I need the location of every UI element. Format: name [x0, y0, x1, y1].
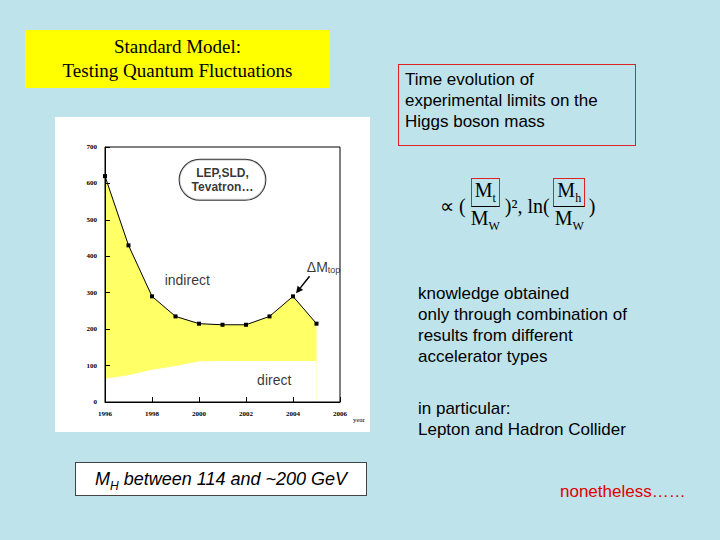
html-text:accelerator types: accelerator types: [418, 347, 548, 366]
svg-text:ΔM: ΔM: [307, 259, 328, 275]
svg-text:year: year: [353, 416, 366, 424]
svg-text:700: 700: [87, 143, 98, 151]
svg-text:direct: direct: [257, 372, 291, 388]
svg-text:2000: 2000: [192, 410, 207, 418]
html-text:Testing Quantum Fluctuations: Testing Quantum Fluctuations: [62, 60, 293, 81]
svg-text:300: 300: [87, 289, 98, 297]
html-text:MW: MW: [470, 207, 500, 233]
svg-text:LEP,SLD,: LEP,SLD,: [196, 166, 248, 180]
html-text:Lepton and Hadron Collider: Lepton and Hadron Collider: [418, 420, 626, 439]
html-text:nonetheless……: nonetheless……: [560, 482, 686, 501]
html-text:Time evolution of experimental: Time evolution of experimental limits on…: [405, 70, 598, 131]
svg-text:1996: 1996: [98, 410, 113, 418]
svg-text:2006: 2006: [333, 410, 348, 418]
svg-text:2004: 2004: [286, 410, 301, 418]
svg-text:600: 600: [87, 179, 98, 187]
html-text:Mt: Mt: [474, 179, 496, 205]
html-text:in particular:: in particular:: [418, 399, 511, 418]
svg-text:200: 200: [87, 325, 98, 333]
svg-text:Tevatron…: Tevatron…: [192, 180, 254, 194]
svg-text:400: 400: [87, 252, 98, 260]
svg-text:500: 500: [87, 216, 98, 224]
svg-text:0: 0: [94, 398, 98, 406]
html-text:MHbetween 114 and ~200 GeV: MHbetween 114 and ~200 GeV: [95, 469, 347, 493]
svg-text:indirect: indirect: [165, 272, 210, 288]
html-text:)², ln(: )², ln(: [504, 194, 550, 217]
svg-text:100: 100: [87, 362, 98, 370]
html-text:Mh: Mh: [557, 179, 582, 205]
html-text:MW: MW: [554, 207, 584, 233]
html-text:results from different: results from different: [418, 326, 573, 345]
html-text:knowledge obtained: knowledge obtained: [418, 284, 570, 303]
html-text:Standard Model:: Standard Model:: [113, 36, 242, 57]
svg-text:2002: 2002: [239, 410, 254, 418]
svg-text:1998: 1998: [145, 410, 160, 418]
svg-text:top: top: [328, 265, 341, 275]
html-text:only through combination of: only through combination of: [418, 305, 627, 324]
